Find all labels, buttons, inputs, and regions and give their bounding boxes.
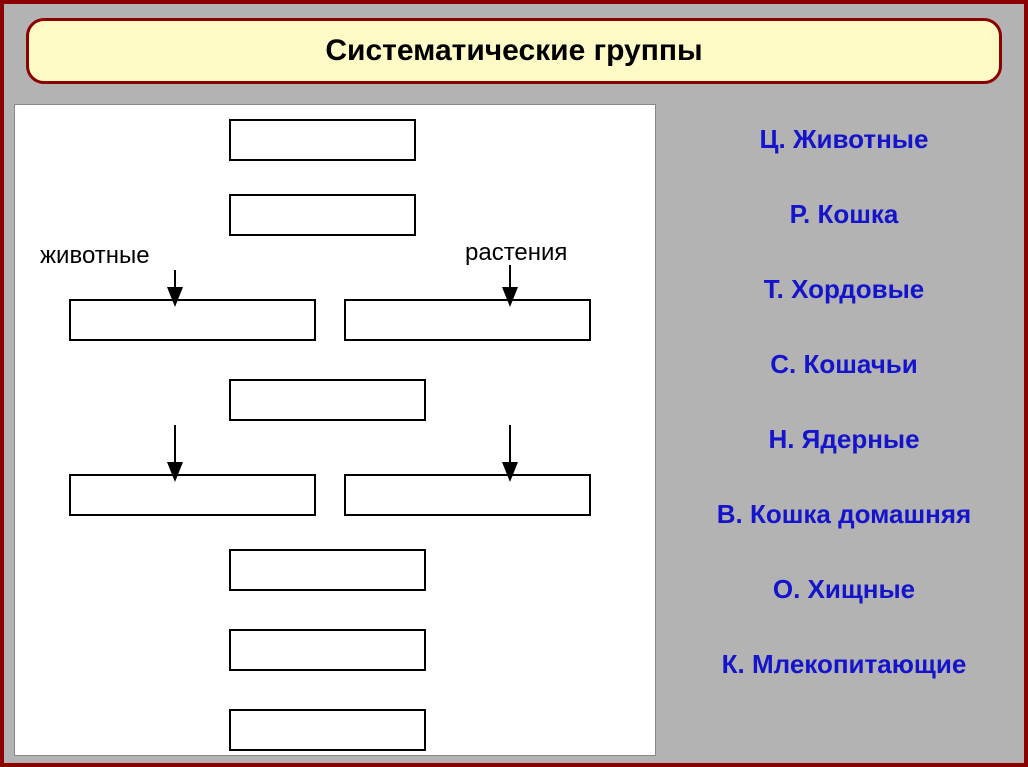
answer-list: Ц. Животные Р. Кошка Т. Хордовые С. Коша…	[674, 124, 1014, 680]
answer-item: В. Кошка домашняя	[674, 499, 1014, 530]
flow-box-bot1	[230, 550, 425, 590]
flow-box-mid	[230, 380, 425, 420]
answer-item: К. Млекопитающие	[674, 649, 1014, 680]
flow-box-row3R	[345, 300, 590, 340]
flow-box-row5L	[70, 475, 315, 515]
flow-box-row5R	[345, 475, 590, 515]
flow-label-label_right: растения	[465, 239, 567, 266]
flow-box-top1	[230, 120, 415, 160]
answer-item: Р. Кошка	[674, 199, 1014, 230]
answer-item: Ц. Животные	[674, 124, 1014, 155]
flow-box-bot2	[230, 630, 425, 670]
page-title: Систематические группы	[325, 34, 702, 68]
flow-box-top2	[230, 195, 415, 235]
flowchart-svg: животные растения	[15, 105, 655, 755]
answer-item: Т. Хордовые	[674, 274, 1014, 305]
title-box: Систематические группы	[26, 18, 1002, 84]
flow-box-row3L	[70, 300, 315, 340]
flow-box-bot3	[230, 710, 425, 750]
diagram-panel: животные растения	[14, 104, 656, 756]
answer-item: О. Хищные	[674, 574, 1014, 605]
answer-item: Н. Ядерные	[674, 424, 1014, 455]
slide-container: Систематические группы животныерастения …	[0, 0, 1028, 767]
flow-label-label_left: животные	[40, 242, 150, 269]
answer-item: С. Кошачьи	[674, 349, 1014, 380]
